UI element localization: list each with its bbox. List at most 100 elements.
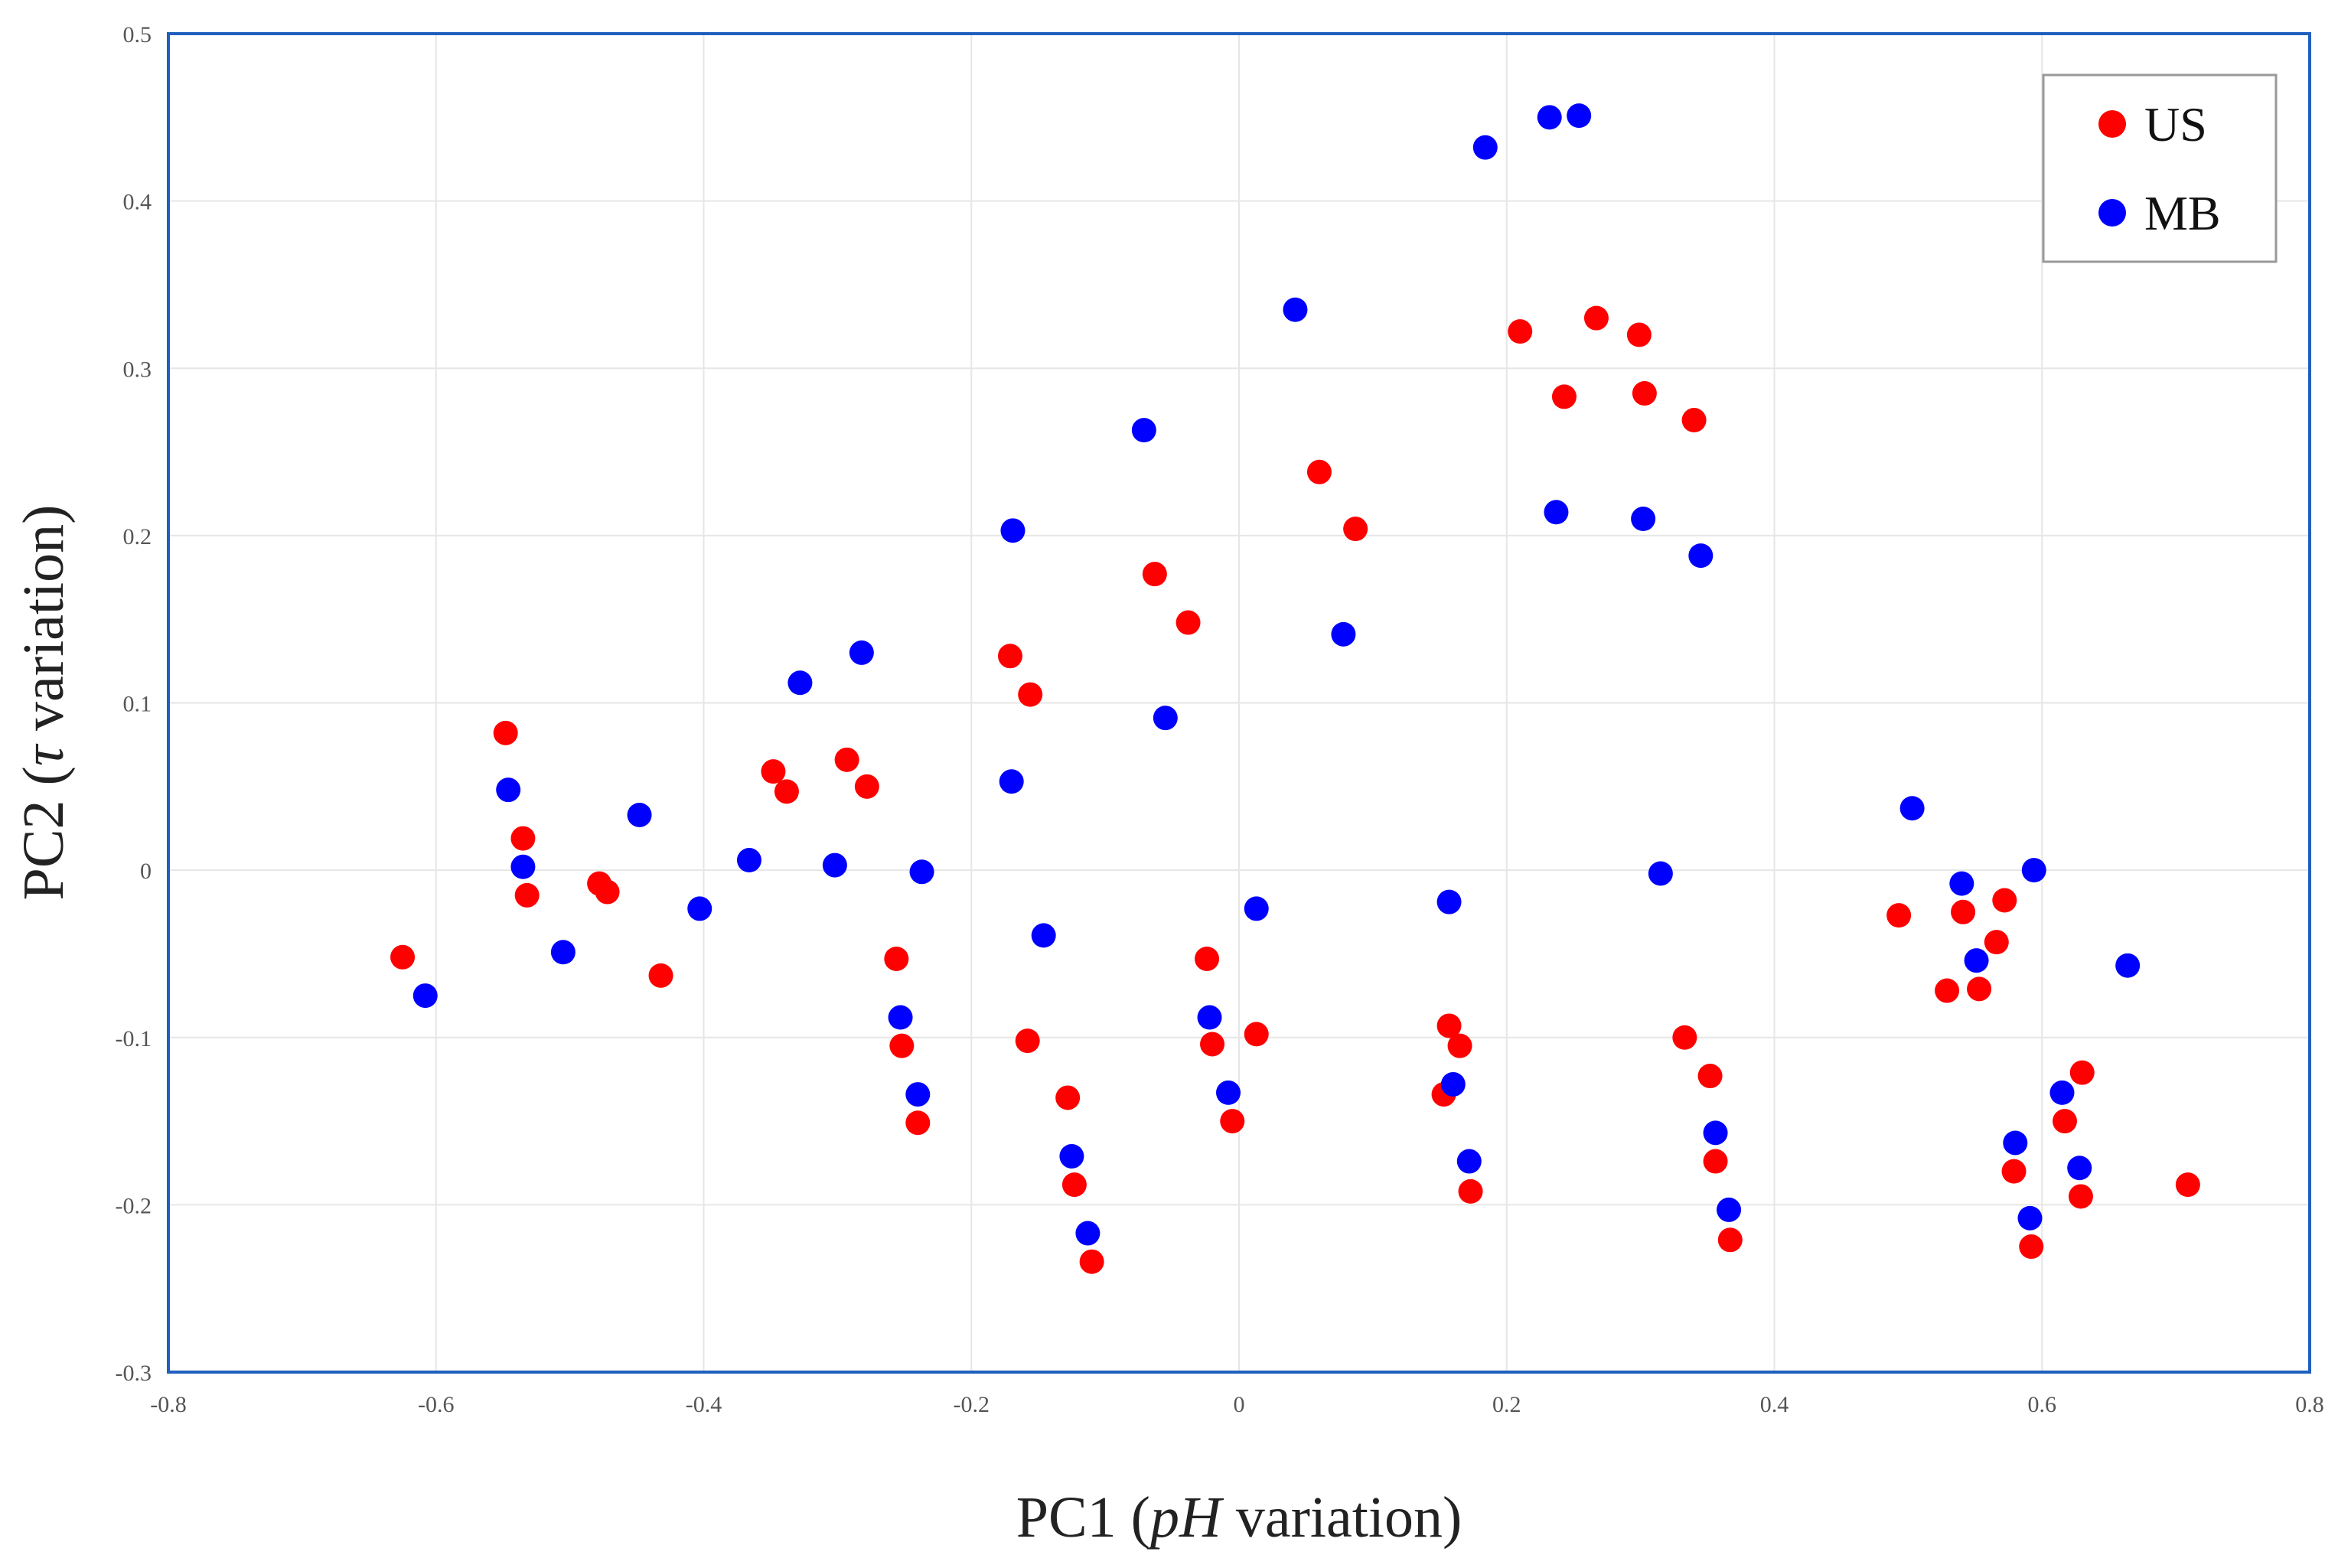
y-tick-label: 0.2 bbox=[123, 524, 152, 549]
scatter-point-us bbox=[2069, 1060, 2095, 1085]
scatter-point-us bbox=[1447, 1033, 1472, 1058]
scatter-point-us bbox=[1018, 682, 1043, 707]
scatter-point-us bbox=[1583, 305, 1609, 331]
scatter-point-us bbox=[1967, 976, 1992, 1002]
scatter-point-us bbox=[905, 1110, 931, 1136]
scatter-point-mb bbox=[905, 1082, 931, 1107]
scatter-point-us bbox=[1061, 1172, 1087, 1198]
scatter-point-us bbox=[493, 720, 518, 745]
scatter-point-mb bbox=[496, 777, 521, 803]
y-tick-label: 0.4 bbox=[123, 190, 152, 215]
scatter-point-us bbox=[1992, 888, 2017, 913]
x-tick-label: 0.4 bbox=[1760, 1392, 1789, 1417]
scatter-point-mb bbox=[1537, 105, 1562, 130]
scatter-point-us bbox=[1079, 1249, 1104, 1274]
scatter-point-us bbox=[1200, 1032, 1225, 1057]
scatter-point-us bbox=[648, 963, 673, 988]
scatter-point-us bbox=[595, 879, 620, 905]
scatter-point-mb bbox=[1703, 1120, 1728, 1146]
scatter-point-us bbox=[834, 747, 859, 772]
y-tick-label: -0.2 bbox=[116, 1193, 152, 1218]
y-axis-title-suffix: variation) bbox=[11, 505, 76, 745]
legend-frame bbox=[2042, 73, 2278, 263]
x-tick-label: -0.8 bbox=[150, 1392, 187, 1417]
scatter-point-mb bbox=[1075, 1221, 1101, 1246]
scatter-point-mb bbox=[1472, 135, 1498, 160]
y-axis-title-italic: τ bbox=[11, 743, 76, 766]
scatter-point-us bbox=[2052, 1109, 2077, 1134]
scatter-point-mb bbox=[736, 848, 761, 873]
scatter-point-mb bbox=[1544, 500, 1569, 525]
y-tick-labels: -0.3 -0.2 -0.1 0 0.1 0.2 0.3 0.4 0.5 bbox=[116, 22, 152, 1386]
scatter-point-us bbox=[390, 944, 416, 970]
scatter-point-mb bbox=[1440, 1071, 1466, 1097]
scatter-point-us bbox=[1458, 1178, 1483, 1204]
scatter-point-us bbox=[1220, 1109, 1245, 1134]
x-tick-label: 0.6 bbox=[2028, 1392, 2057, 1417]
scatter-point-mb bbox=[787, 670, 813, 696]
scatter-point-mb bbox=[2017, 1205, 2043, 1231]
scatter-point-us bbox=[514, 882, 540, 908]
scatter-point-us bbox=[1717, 1227, 1743, 1253]
scatter-point-us bbox=[1681, 408, 1707, 433]
scatter-point-mb bbox=[550, 940, 576, 965]
scatter-point-us bbox=[1176, 610, 1201, 635]
x-tick-label: 0 bbox=[1234, 1392, 1245, 1417]
scatter-point-us bbox=[1436, 1013, 1462, 1038]
scatter-point-mb bbox=[2115, 953, 2141, 978]
scatter-point-mb bbox=[1131, 418, 1156, 443]
x-tick-label: 0.2 bbox=[1492, 1392, 1521, 1417]
scatter-point-us bbox=[889, 1033, 915, 1058]
legend-marker-mb bbox=[2098, 199, 2126, 227]
scatter-point-mb bbox=[2021, 858, 2046, 883]
y-tick-label: -0.1 bbox=[116, 1026, 152, 1051]
scatter-point-us bbox=[1984, 930, 2009, 955]
scatter-point-us bbox=[1055, 1085, 1081, 1110]
scatter-point-mb bbox=[2067, 1156, 2092, 1181]
scatter-point-us bbox=[510, 826, 536, 851]
scatter-point-mb bbox=[1964, 948, 1989, 973]
scatter-point-us bbox=[2175, 1172, 2200, 1198]
x-tick-label: -0.2 bbox=[954, 1392, 990, 1417]
y-tick-label: -0.3 bbox=[116, 1361, 152, 1386]
scatter-point-mb bbox=[1631, 507, 1656, 532]
x-tick-label: -0.4 bbox=[686, 1392, 722, 1417]
legend-label-us: US bbox=[2144, 97, 2207, 152]
scatter-point-us bbox=[2068, 1184, 2093, 1209]
x-axis-title-italic: pH bbox=[1146, 1485, 1224, 1550]
scatter-point-mb bbox=[1331, 621, 1356, 647]
y-tick-label: 0.5 bbox=[123, 22, 152, 47]
x-axis-title-suffix: variation) bbox=[1221, 1485, 1462, 1550]
x-tick-label: -0.6 bbox=[418, 1392, 455, 1417]
plot-frame bbox=[167, 32, 2311, 1374]
scatter-point-us bbox=[1306, 459, 1332, 484]
scatter-point-mb bbox=[1244, 896, 1269, 921]
scatter-point-mb bbox=[1216, 1080, 1241, 1105]
scatter-point-us bbox=[1703, 1149, 1728, 1174]
scatter-point-us bbox=[1195, 946, 1220, 971]
legend-label-mb: MB bbox=[2144, 186, 2221, 240]
scatter-point-mb bbox=[822, 852, 847, 878]
scatter-point-mb bbox=[999, 769, 1024, 794]
scatter-point-mb bbox=[627, 802, 652, 827]
y-tick-label: 0 bbox=[140, 859, 152, 884]
scatter-point-mb bbox=[412, 983, 438, 1009]
scatter-point-us bbox=[1935, 978, 1960, 1003]
series-us bbox=[390, 305, 2200, 1274]
scatter-point-mb bbox=[2049, 1080, 2075, 1105]
scatter-point-us bbox=[1343, 517, 1368, 542]
scatter-point-us bbox=[1015, 1028, 1040, 1054]
scatter-point-us bbox=[1508, 319, 1533, 344]
scatter-point-us bbox=[1672, 1025, 1697, 1050]
scatter-point-us bbox=[2019, 1234, 2044, 1260]
scatter-point-us bbox=[854, 774, 879, 799]
y-tick-label: 0.3 bbox=[123, 357, 152, 382]
scatter-point-us bbox=[997, 644, 1022, 669]
scatter-point-mb bbox=[909, 859, 934, 885]
scatter-point-mb bbox=[849, 640, 874, 665]
scatter-point-mb bbox=[1436, 889, 1462, 914]
scatter-point-us bbox=[1142, 562, 1167, 587]
scatter-point-mb bbox=[1059, 1143, 1084, 1169]
scatter-point-mb bbox=[687, 896, 712, 921]
